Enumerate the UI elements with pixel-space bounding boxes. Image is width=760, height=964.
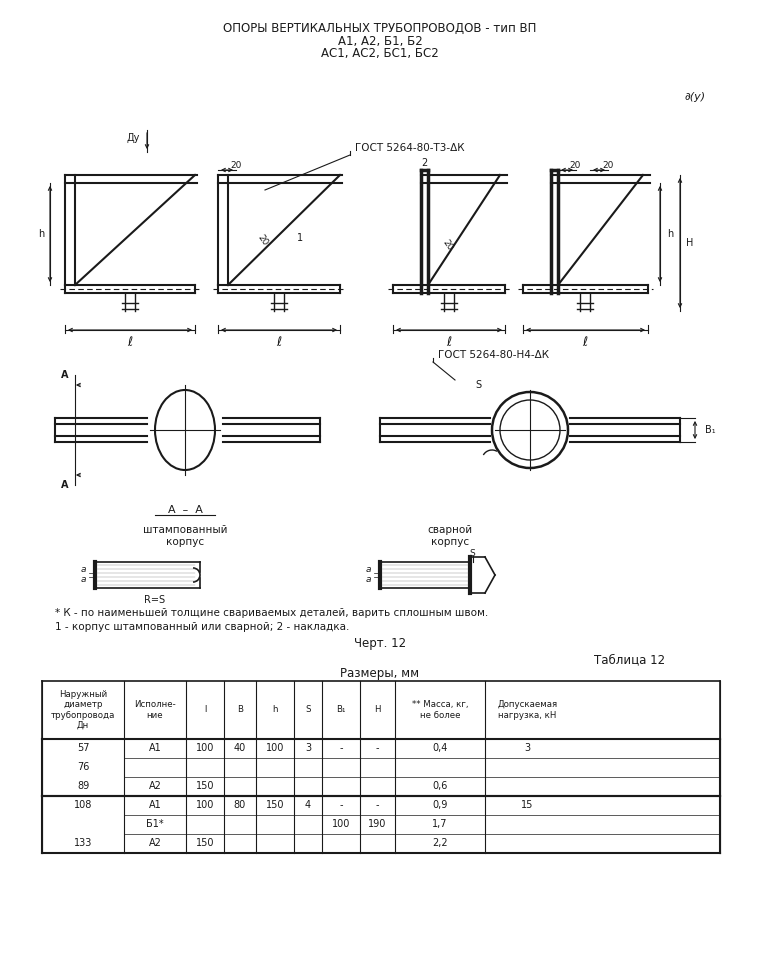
Text: R=S: R=S xyxy=(144,595,166,605)
Text: 150: 150 xyxy=(266,800,284,810)
Text: 20: 20 xyxy=(441,238,455,253)
Text: А2: А2 xyxy=(148,781,161,791)
Text: сварной: сварной xyxy=(427,525,473,535)
Text: 190: 190 xyxy=(369,819,387,829)
Text: Ду: Ду xyxy=(126,133,140,143)
Text: -: - xyxy=(339,800,343,810)
Text: ГОСТ 5264-80-Н4-ΔК: ГОСТ 5264-80-Н4-ΔК xyxy=(438,350,549,360)
Text: 57: 57 xyxy=(77,743,89,753)
Text: 76: 76 xyxy=(77,762,89,772)
Text: Таблица 12: Таблица 12 xyxy=(594,654,665,666)
Text: ℓ: ℓ xyxy=(277,335,281,349)
Text: 2,2: 2,2 xyxy=(432,838,448,848)
Text: Наружный
диаметр
трубопровода
Дн: Наружный диаметр трубопровода Дн xyxy=(51,690,116,730)
Text: 20: 20 xyxy=(256,232,270,247)
Text: -: - xyxy=(375,800,379,810)
Text: ℓ: ℓ xyxy=(446,335,451,349)
Text: S: S xyxy=(475,380,481,390)
Text: А  –  А: А – А xyxy=(167,505,202,515)
Text: ОПОРЫ ВЕРТИКАЛЬНЫХ ТРУБОПРОВОДОВ - тип ВП: ОПОРЫ ВЕРТИКАЛЬНЫХ ТРУБОПРОВОДОВ - тип В… xyxy=(223,21,537,35)
Text: B₁: B₁ xyxy=(705,425,715,435)
Text: 0,4: 0,4 xyxy=(432,743,448,753)
Text: Допускаемая
нагрузка, кН: Допускаемая нагрузка, кН xyxy=(498,700,558,720)
Text: 3: 3 xyxy=(305,743,311,753)
Text: 1 - корпус штампованный или сварной; 2 - накладка.: 1 - корпус штампованный или сварной; 2 -… xyxy=(55,622,350,632)
Text: a: a xyxy=(366,566,371,575)
Text: 0,9: 0,9 xyxy=(432,800,448,810)
Text: ** Масса, кг,
не более: ** Масса, кг, не более xyxy=(412,700,468,720)
Text: 20: 20 xyxy=(230,160,242,170)
Text: штампованный: штампованный xyxy=(143,525,227,535)
Text: 100: 100 xyxy=(196,800,214,810)
Text: ℓ: ℓ xyxy=(128,335,132,349)
Text: l: l xyxy=(204,706,206,714)
Text: Черт. 12: Черт. 12 xyxy=(354,637,406,651)
Text: 15: 15 xyxy=(521,800,534,810)
Text: 4: 4 xyxy=(305,800,311,810)
Text: 100: 100 xyxy=(332,819,350,829)
Text: Исполне-
ние: Исполне- ние xyxy=(134,700,176,720)
Text: корпус: корпус xyxy=(431,537,469,547)
Text: -: - xyxy=(375,743,379,753)
Text: h: h xyxy=(38,229,44,239)
Text: H: H xyxy=(374,706,381,714)
Text: 0,6: 0,6 xyxy=(432,781,448,791)
Text: 2: 2 xyxy=(421,158,427,168)
Text: S: S xyxy=(306,706,311,714)
Text: Б1*: Б1* xyxy=(146,819,164,829)
Text: B₁: B₁ xyxy=(336,706,346,714)
Text: * К - по наименьшей толщине свариваемых деталей, варить сплошным швом.: * К - по наименьшей толщине свариваемых … xyxy=(55,608,488,618)
Text: ГОСТ 5264-80-Т3-ΔК: ГОСТ 5264-80-Т3-ΔК xyxy=(355,143,464,153)
Text: 133: 133 xyxy=(74,838,92,848)
Text: 80: 80 xyxy=(234,800,246,810)
Text: A: A xyxy=(62,370,68,380)
Text: 150: 150 xyxy=(196,781,214,791)
Text: a: a xyxy=(81,576,86,584)
Text: a: a xyxy=(366,576,371,584)
Text: 150: 150 xyxy=(196,838,214,848)
Text: ∂(у): ∂(у) xyxy=(685,92,705,102)
Text: 100: 100 xyxy=(266,743,284,753)
Text: 20: 20 xyxy=(603,160,613,170)
Text: корпус: корпус xyxy=(166,537,204,547)
Text: 108: 108 xyxy=(74,800,92,810)
Text: А1: А1 xyxy=(149,800,161,810)
Text: H: H xyxy=(686,238,694,248)
Text: 1,7: 1,7 xyxy=(432,819,448,829)
Text: 40: 40 xyxy=(234,743,246,753)
Text: А2: А2 xyxy=(148,838,161,848)
Text: АС1, АС2, БС1, БС2: АС1, АС2, БС1, БС2 xyxy=(321,47,439,61)
Text: Размеры, мм: Размеры, мм xyxy=(340,666,420,680)
Text: A: A xyxy=(62,480,68,490)
Text: h: h xyxy=(272,706,277,714)
Text: 3: 3 xyxy=(524,743,530,753)
Text: S: S xyxy=(469,549,475,557)
Text: a: a xyxy=(81,566,86,575)
Text: 1: 1 xyxy=(297,233,303,243)
Text: B: B xyxy=(237,706,243,714)
Text: А1, А2, Б1, Б2: А1, А2, Б1, Б2 xyxy=(337,35,423,47)
Text: А1: А1 xyxy=(149,743,161,753)
Text: 89: 89 xyxy=(77,781,89,791)
Text: -: - xyxy=(339,743,343,753)
Text: 100: 100 xyxy=(196,743,214,753)
Text: 20: 20 xyxy=(569,160,581,170)
Text: ℓ: ℓ xyxy=(582,335,587,349)
Text: h: h xyxy=(667,229,673,239)
